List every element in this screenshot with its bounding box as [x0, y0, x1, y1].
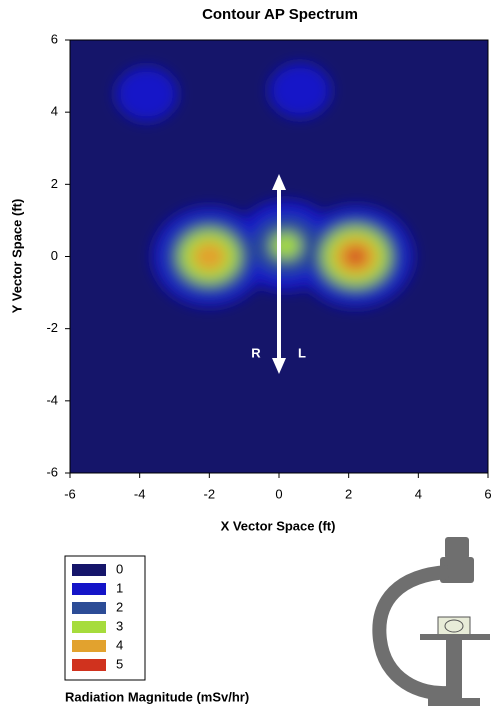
- legend-swatch: [72, 564, 106, 576]
- x-axis-label: X Vector Space (ft): [221, 518, 336, 533]
- y-tick-label: 0: [51, 248, 58, 263]
- x-tick-label: 6: [484, 486, 491, 501]
- legend-swatch: [72, 602, 106, 614]
- y-tick-label: -2: [46, 320, 58, 335]
- y-tick-label: -4: [46, 392, 58, 407]
- axes: -6 -4 -2 0 2 4 6 -6 -4 -2 0 2 4 6: [46, 31, 491, 501]
- legend-swatch: [72, 640, 106, 652]
- legend-swatch: [72, 621, 106, 633]
- annotation: R: [251, 345, 261, 360]
- plot-area: [70, 40, 488, 473]
- legend-swatch: [72, 583, 106, 595]
- chart-title: Contour AP Spectrum: [202, 6, 358, 23]
- legend-swatch: [72, 659, 106, 671]
- contour-level: [115, 66, 178, 122]
- y-tick-label: 2: [51, 176, 58, 191]
- x-tick-label: -2: [204, 486, 216, 501]
- legend-label: 5: [116, 656, 123, 671]
- y-tick-label: 6: [51, 31, 58, 46]
- x-tick-label: -6: [64, 486, 76, 501]
- x-tick-label: 4: [415, 486, 422, 501]
- y-tick-label: 4: [51, 104, 58, 119]
- legend-label: 4: [116, 637, 123, 652]
- x-tick-label: 0: [275, 486, 282, 501]
- annotation: L: [298, 345, 306, 360]
- legend-label: 0: [116, 561, 123, 576]
- contour-field: [115, 63, 414, 308]
- legend-title: Radiation Magnitude (mSv/hr): [65, 689, 249, 704]
- contour-level: [271, 232, 301, 259]
- device-icon: [372, 537, 490, 706]
- x-tick-label: -4: [134, 486, 146, 501]
- y-tick-label: -6: [46, 464, 58, 479]
- legend-label: 1: [116, 580, 123, 595]
- y-axis-label: Y Vector Space (ft): [9, 199, 24, 314]
- x-tick-label: 2: [345, 486, 352, 501]
- legend-label: 2: [116, 599, 123, 614]
- legend: 0 1 2 3 4 5: [72, 561, 123, 671]
- legend-label: 3: [116, 618, 123, 633]
- direction-arrow: [272, 174, 286, 374]
- contour-level: [346, 248, 366, 265]
- contour-level: [268, 63, 331, 118]
- contour-level: [192, 241, 227, 272]
